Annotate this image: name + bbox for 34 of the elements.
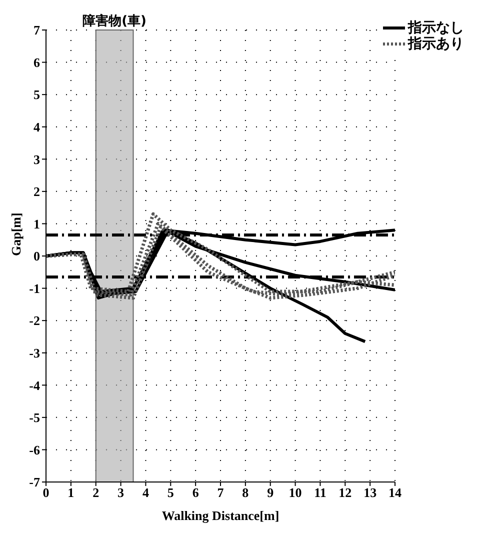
- y-tick-label: -7: [29, 474, 40, 490]
- x-tick-label: 8: [242, 485, 250, 500]
- band-label: 障害物(車): [82, 13, 146, 29]
- y-tick-label: 7: [34, 22, 40, 38]
- x-tick-label: 9: [267, 485, 274, 500]
- y-tick-label: 0: [34, 248, 40, 264]
- y-axis-title: Gap[m]: [8, 212, 24, 256]
- x-tick-label: 11: [314, 485, 326, 500]
- y-tick-label: -2: [29, 313, 40, 328]
- y-tick-label: -3: [29, 345, 40, 360]
- x-tick-label: 14: [388, 485, 402, 500]
- x-tick-label: 6: [192, 485, 200, 500]
- x-tick-label: 1: [68, 485, 74, 500]
- x-tick-label: 12: [338, 485, 352, 500]
- y-tick-label: 6: [34, 54, 40, 70]
- y-tick-label: -5: [29, 410, 40, 426]
- x-tick-label: 3: [118, 485, 125, 500]
- x-tick-label: 4: [142, 485, 150, 500]
- legend-label: 指示あり: [408, 36, 464, 52]
- x-tick-label: 13: [364, 485, 378, 500]
- y-tick-label: -4: [29, 378, 40, 393]
- y-tick-label: 4: [34, 119, 40, 134]
- x-tick-label: 7: [217, 485, 224, 500]
- legend-label: 指示なし: [408, 20, 464, 36]
- x-tick-label: 2: [92, 485, 100, 500]
- x-tick-label: 10: [288, 485, 302, 500]
- y-tick-label: -6: [29, 442, 40, 458]
- y-tick-label: 1: [34, 216, 40, 232]
- x-tick-label: 5: [167, 485, 174, 500]
- x-axis-title: Walking Distance[m]: [162, 508, 280, 523]
- y-tick-label: 5: [34, 87, 40, 102]
- y-tick-label: -1: [29, 280, 40, 296]
- y-tick-label: 3: [34, 152, 40, 167]
- y-tick-label: 2: [34, 184, 40, 200]
